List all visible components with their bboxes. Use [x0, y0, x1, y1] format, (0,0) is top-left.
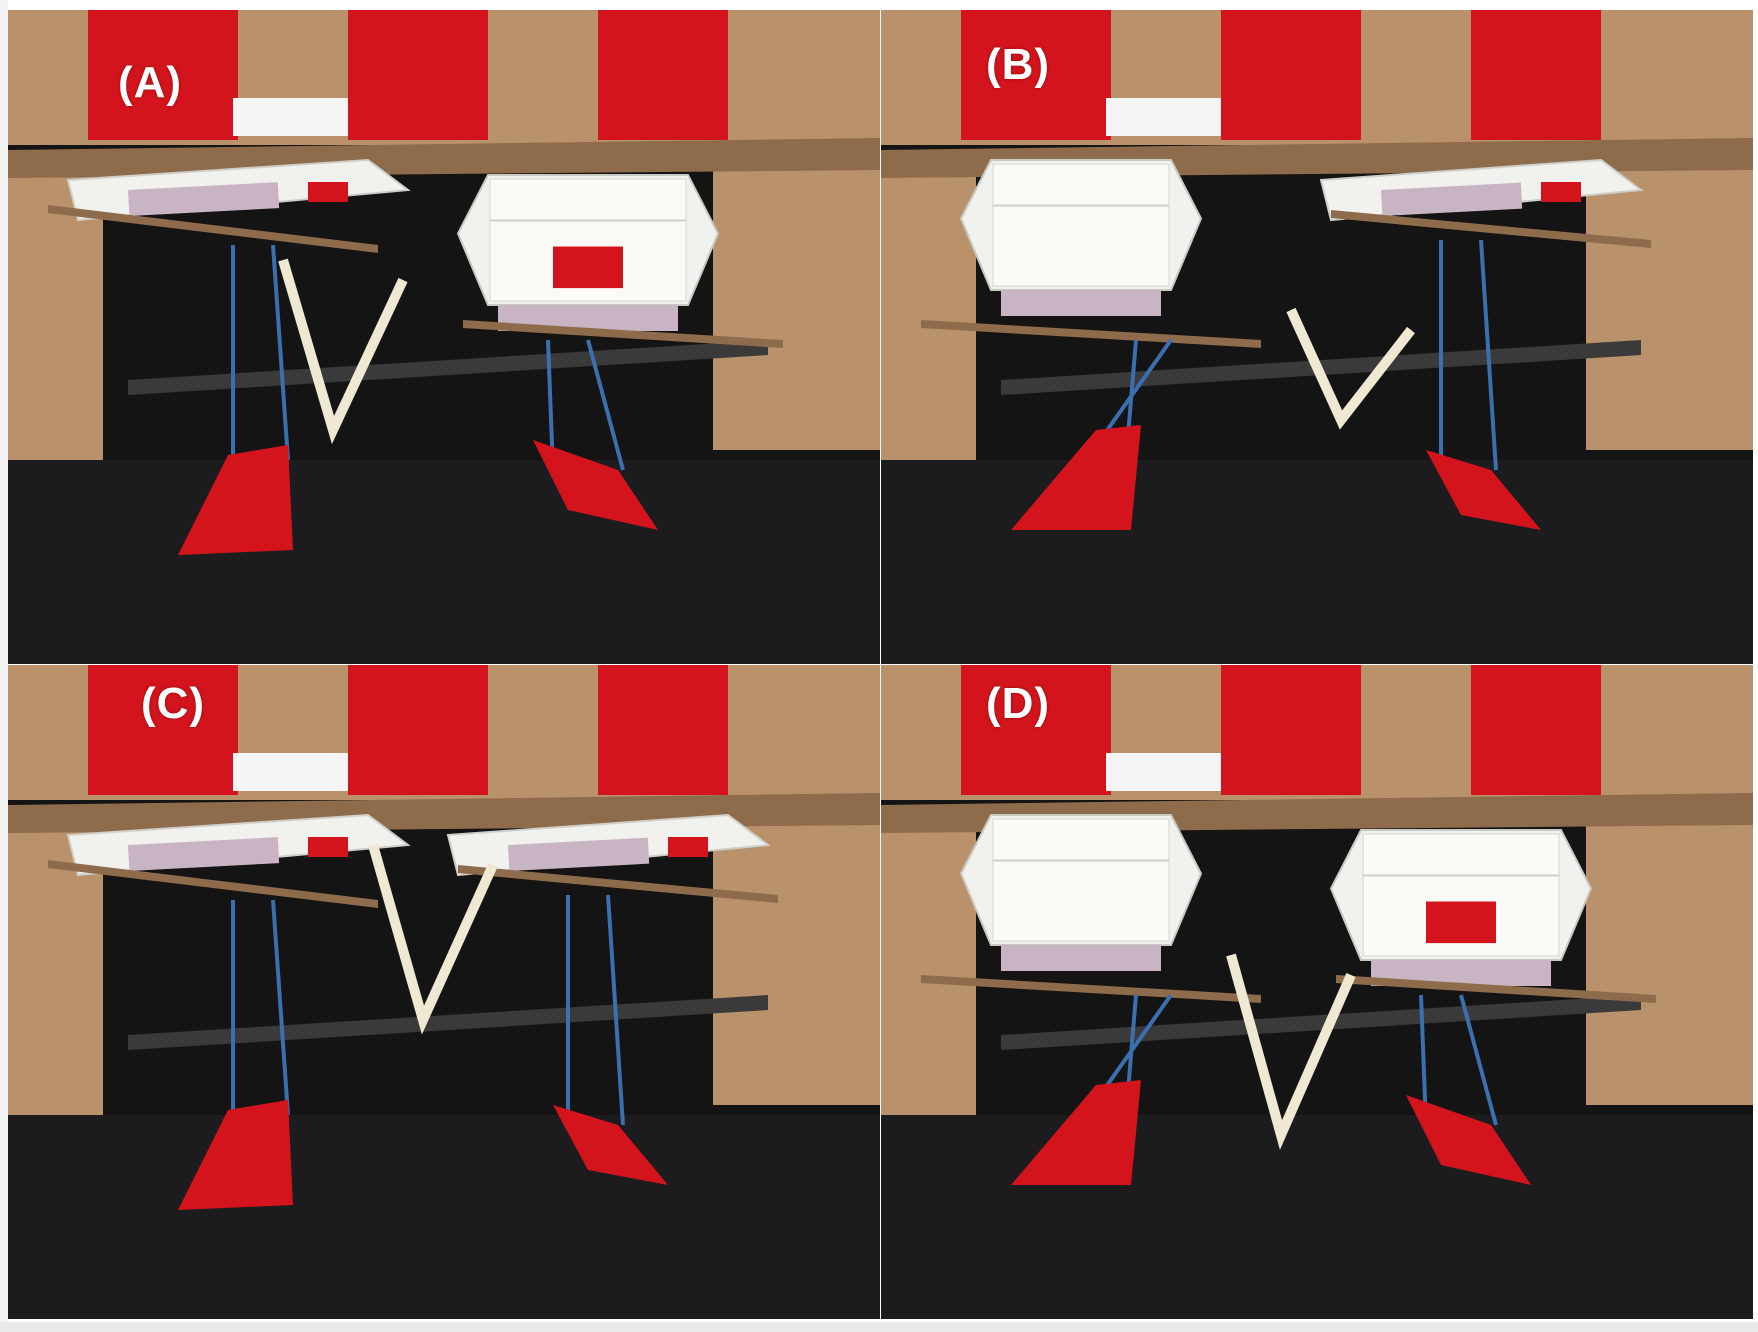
folded-paper-hinge	[368, 843, 498, 1035]
cardboard-plate	[458, 865, 778, 903]
red-tape-patch	[553, 246, 623, 289]
white-label	[1106, 753, 1221, 791]
page-bottom-edge	[0, 1322, 1758, 1332]
red-tape-foot	[1011, 1080, 1141, 1185]
red-tape-foot	[178, 1100, 293, 1210]
red-tape-patch	[1426, 901, 1496, 944]
cardboard-plate	[1336, 975, 1656, 1003]
shelf-edge	[1001, 995, 1641, 1050]
cardboard-wall-right	[713, 815, 880, 1105]
red-tape-strip	[88, 10, 238, 140]
panel-label-c: (C)	[141, 679, 206, 728]
red-tape-strip	[598, 665, 728, 795]
page-edge	[0, 0, 8, 1332]
blue-rod	[271, 244, 290, 461]
red-tape-strip	[1471, 10, 1601, 140]
red-tape-foot	[178, 445, 293, 555]
red-tape-strip	[961, 10, 1111, 140]
blue-rod	[1459, 994, 1498, 1126]
red-tape-patch	[308, 837, 348, 857]
cardboard-plate	[48, 205, 378, 253]
table-surface	[8, 460, 880, 664]
photo-panel-c: (C)	[8, 665, 880, 1319]
panel-label-d: (D)	[986, 679, 1051, 728]
white-label	[233, 753, 348, 791]
blue-rod	[606, 894, 625, 1126]
box-face	[992, 163, 1170, 287]
red-tape-patch	[308, 182, 348, 202]
red-tape-strip	[1471, 665, 1601, 795]
folded-paper-hinge	[278, 258, 408, 445]
red-tape-strip	[1221, 665, 1361, 795]
red-tape-foot	[1011, 425, 1141, 530]
red-tape-strip	[961, 665, 1111, 795]
photo-panel-d: (D)	[881, 665, 1753, 1319]
shelf-edge	[128, 995, 768, 1050]
cardboard-plate	[463, 320, 783, 348]
cardboard-wall-left	[881, 160, 976, 460]
red-tape-foot	[553, 1105, 668, 1185]
tape-strip	[128, 837, 280, 871]
red-tape-strip	[348, 665, 488, 795]
tape-strip	[1001, 290, 1161, 316]
tape-strip	[508, 837, 650, 871]
red-tape-strip	[598, 10, 728, 140]
folded-paper-hinge	[1226, 953, 1356, 1150]
panel-d-photo	[881, 665, 1753, 1319]
blue-rod	[586, 339, 625, 471]
panel-a-photo	[8, 10, 880, 664]
folded-paper-hinge	[1286, 307, 1415, 430]
blue-rod	[1479, 239, 1498, 471]
panel-label-a: (A)	[118, 58, 183, 107]
panel-c-photo	[8, 665, 880, 1319]
tape-strip	[1001, 945, 1161, 971]
cardboard-plate	[921, 320, 1261, 348]
cardboard-plate	[921, 975, 1261, 1003]
photo-panel-b: (B)	[881, 10, 1753, 664]
cardboard-lid	[8, 138, 880, 178]
cardboard-wall-right	[713, 160, 880, 450]
shelf-edge	[128, 340, 768, 395]
red-tape-patch	[668, 837, 708, 857]
red-tape-strip	[348, 10, 488, 140]
panel-b-photo	[881, 10, 1753, 664]
table-surface	[8, 1115, 880, 1319]
white-label	[1106, 98, 1221, 136]
red-tape-strip	[1221, 10, 1361, 140]
box-face	[992, 818, 1170, 942]
photo-panel-a: (A)	[8, 10, 880, 664]
red-tape-foot	[533, 440, 658, 530]
panel-label-b: (B)	[986, 40, 1051, 89]
cardboard-wall-left	[881, 815, 976, 1115]
cardboard-plate	[48, 860, 378, 908]
red-tape-foot	[1426, 450, 1541, 530]
blue-rod	[271, 899, 290, 1116]
red-tape-foot	[1406, 1095, 1531, 1185]
white-label	[233, 98, 348, 136]
cardboard-wall-right	[1586, 160, 1753, 450]
cardboard-wall-right	[1586, 815, 1753, 1105]
table-surface	[881, 1115, 1753, 1319]
tape-strip	[1381, 182, 1523, 216]
photo-grid: (A) (B) (C) (D)	[8, 10, 1753, 1322]
tape-strip	[128, 182, 280, 216]
cardboard-plate	[1331, 210, 1651, 248]
red-tape-strip	[88, 665, 238, 795]
table-surface	[881, 460, 1753, 664]
red-tape-patch	[1541, 182, 1581, 202]
